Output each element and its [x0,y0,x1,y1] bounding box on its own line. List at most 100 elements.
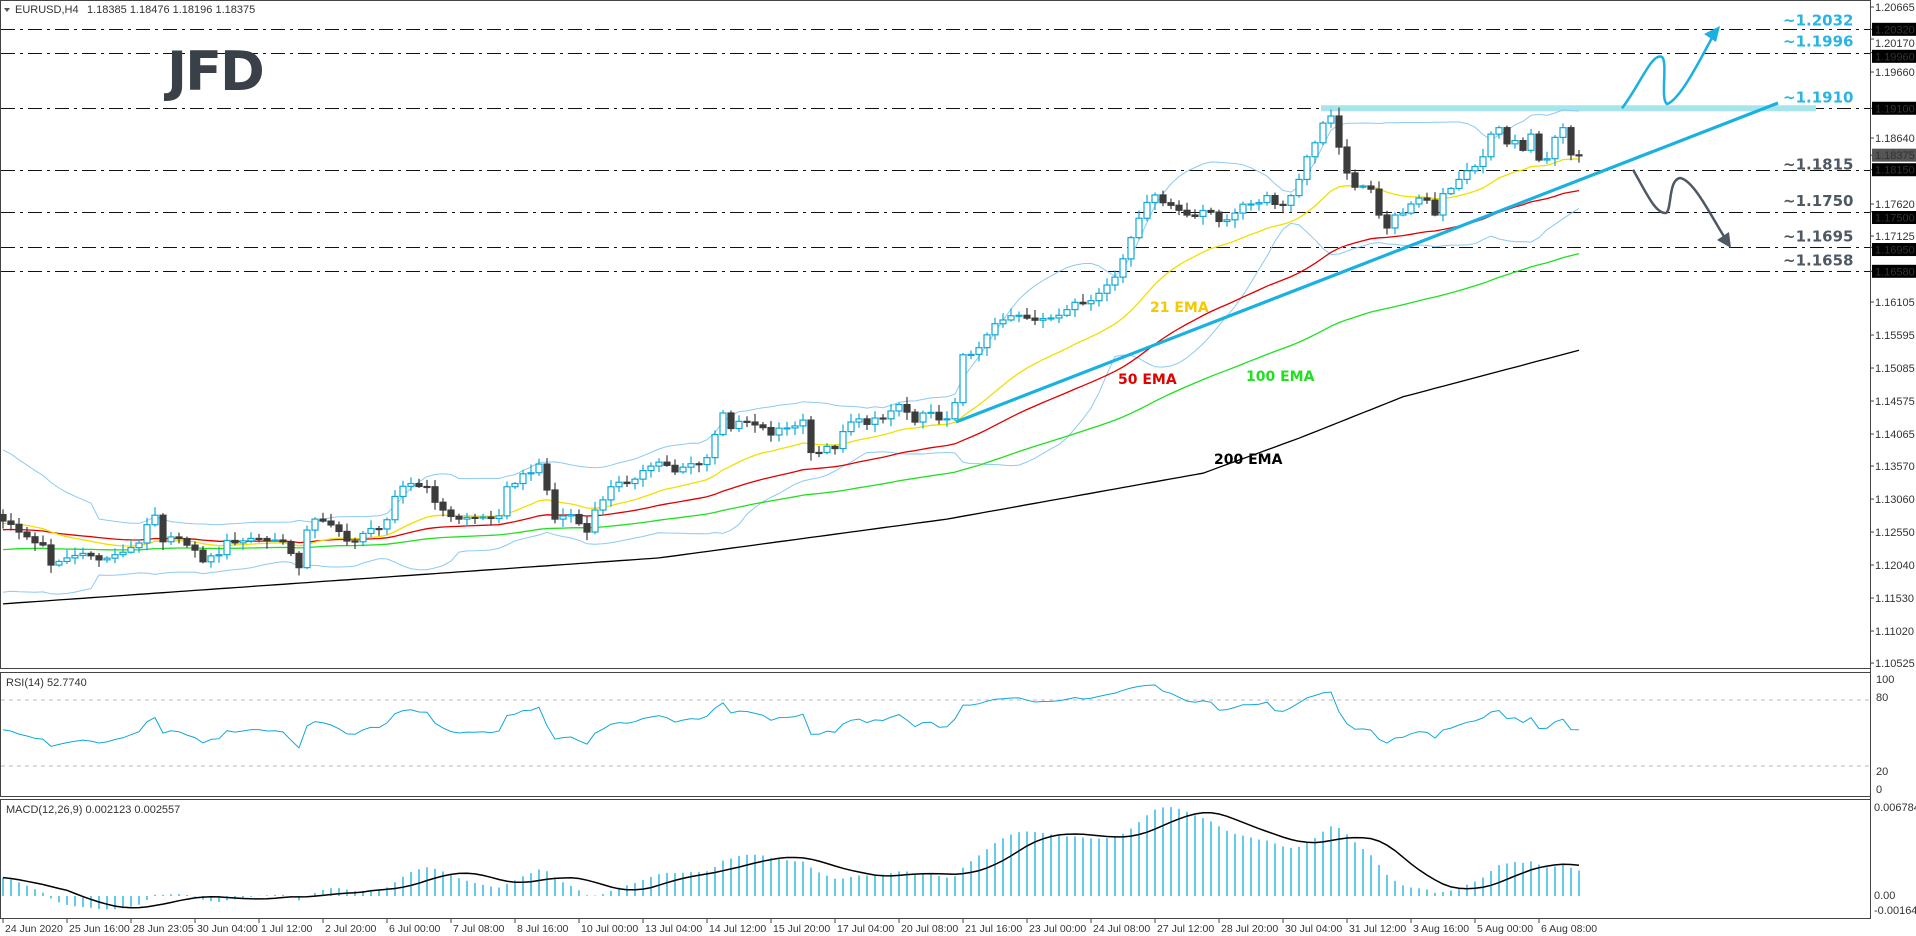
candle[interactable] [999,313,1007,328]
candle[interactable] [1279,200,1287,214]
candle[interactable] [1407,201,1415,216]
candle[interactable] [1231,208,1239,228]
candle[interactable] [1287,193,1295,212]
candle[interactable] [663,455,671,467]
candle[interactable] [1247,199,1255,211]
candle[interactable] [959,352,967,406]
candle[interactable] [855,413,863,428]
candle[interactable] [703,454,711,472]
candle[interactable] [239,537,247,551]
candle[interactable] [167,532,175,546]
candle[interactable] [95,553,103,567]
candle[interactable] [639,464,647,487]
candle[interactable] [911,408,919,426]
candle[interactable] [1055,308,1063,324]
candle[interactable] [295,551,303,576]
candle[interactable] [39,535,47,547]
candle[interactable] [407,477,415,491]
candle[interactable] [983,332,991,357]
candle[interactable] [895,402,903,417]
candle[interactable] [791,421,799,436]
candle[interactable] [303,525,311,570]
candle[interactable] [175,532,183,544]
candle[interactable] [575,509,583,526]
candle[interactable] [415,478,423,488]
candle[interactable] [1359,184,1367,189]
candle[interactable] [1439,187,1447,222]
candle[interactable] [0,509,7,529]
candle[interactable] [743,416,751,428]
candle[interactable] [31,532,39,552]
candle[interactable] [1487,131,1495,161]
candle[interactable] [15,517,23,540]
candle[interactable] [943,411,951,427]
candle[interactable] [1183,202,1191,218]
candle[interactable] [119,544,127,558]
candle[interactable] [159,513,167,551]
candle[interactable] [7,513,15,531]
candle[interactable] [1455,171,1463,191]
candle[interactable] [927,404,935,419]
macd-panel[interactable]: MACD(12,26,9) 0.002123 0.002557 0.006784… [0,799,1916,919]
candle[interactable] [1159,190,1167,207]
candle[interactable] [1391,212,1399,235]
candle[interactable] [767,421,775,442]
candle[interactable] [1127,235,1135,267]
candle[interactable] [1335,107,1343,155]
candle[interactable] [375,526,383,536]
candle[interactable] [383,517,391,535]
candle[interactable] [1551,135,1559,166]
candle[interactable] [519,469,527,491]
candle[interactable] [1423,192,1431,204]
candle[interactable] [1087,294,1095,311]
candle[interactable] [1471,164,1479,175]
candle[interactable] [135,539,143,553]
candle[interactable] [71,547,79,565]
candle[interactable] [1511,134,1519,149]
candle[interactable] [63,549,71,564]
candle[interactable] [1367,180,1375,194]
candle[interactable] [207,552,215,568]
candle[interactable] [1063,304,1071,317]
candle[interactable] [975,341,983,362]
candle[interactable] [807,416,815,461]
candle[interactable] [471,513,479,524]
candle[interactable] [759,422,767,431]
candle[interactable] [1559,123,1567,144]
candle[interactable] [551,482,559,524]
candle[interactable] [1495,125,1503,139]
candle[interactable] [1239,201,1247,220]
candle[interactable] [503,481,511,520]
candle[interactable] [1119,254,1127,284]
candle[interactable] [1135,210,1143,240]
candle[interactable] [1271,192,1279,210]
candle[interactable] [1047,314,1055,322]
candle[interactable] [1015,311,1023,323]
candle[interactable] [327,513,335,528]
candle[interactable] [711,430,719,465]
candle[interactable] [1311,140,1319,164]
candle[interactable] [543,458,551,496]
candle[interactable] [127,539,135,554]
candle[interactable] [223,533,231,560]
candle[interactable] [903,396,911,420]
candle[interactable] [1031,309,1039,326]
candle[interactable] [335,521,343,537]
candle[interactable] [1223,214,1231,227]
candle[interactable] [1343,139,1351,180]
candle[interactable] [343,523,351,546]
candle[interactable] [871,411,879,433]
candle[interactable] [103,556,111,563]
candle[interactable] [647,462,655,478]
candle[interactable] [1463,162,1471,185]
candle[interactable] [319,512,327,523]
candle[interactable] [255,533,263,543]
candle[interactable] [487,510,495,526]
candle[interactable] [591,501,599,535]
candle[interactable] [1479,148,1487,174]
candle[interactable] [79,547,87,560]
candle[interactable] [1383,210,1391,235]
candle[interactable] [183,536,191,548]
candle[interactable] [967,350,975,360]
